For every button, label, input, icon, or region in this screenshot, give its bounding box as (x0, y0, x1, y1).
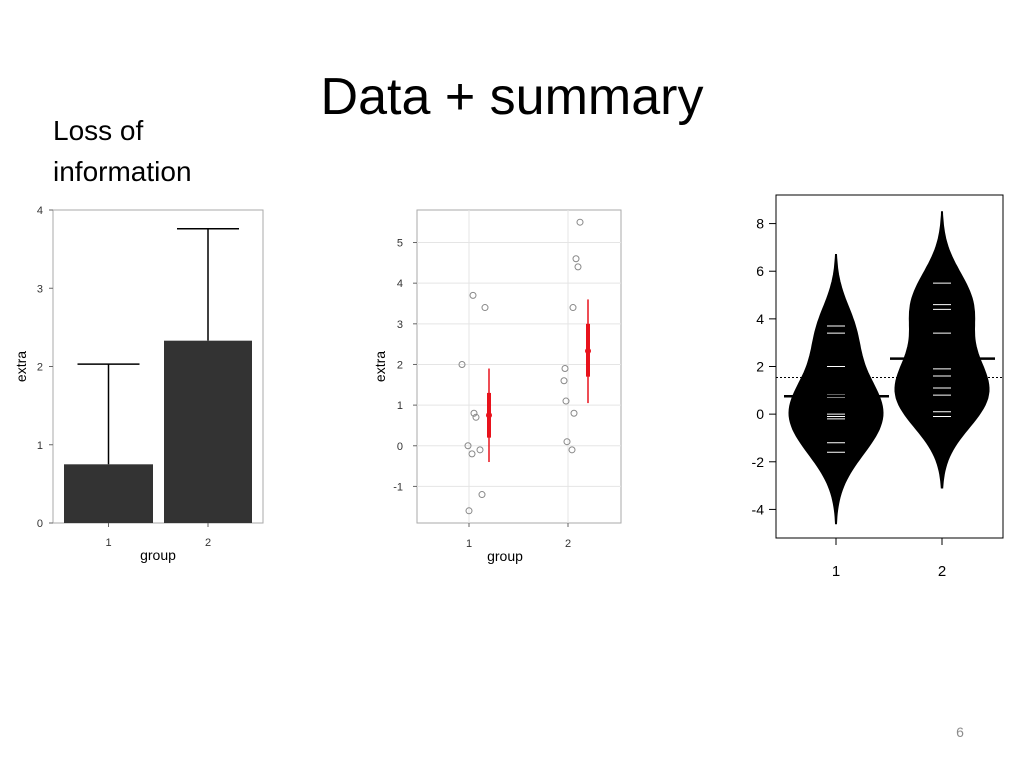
y-axis-title: extra (372, 351, 388, 382)
x-tick-label: 2 (565, 538, 571, 550)
y-tick-label: 4 (37, 205, 43, 217)
data-point (478, 491, 486, 499)
data-point (560, 377, 568, 385)
y-tick-label: 2 (756, 359, 764, 375)
data-point (562, 397, 570, 405)
data-point (568, 446, 576, 454)
data-point (576, 218, 584, 226)
data-point (563, 438, 571, 446)
bean-shape (894, 211, 990, 489)
data-point (574, 263, 582, 271)
bar-chart: 0 1 2 3 4 1 2 group extra (13, 205, 264, 563)
y-tick-label: 4 (397, 278, 403, 290)
data-point (468, 450, 476, 458)
y-tick-label: -2 (752, 454, 765, 470)
y-tick-label: 5 (397, 238, 403, 250)
x-tick-label: 2 (205, 537, 211, 549)
side-label-line-2: information (53, 156, 192, 187)
y-tick-label: 3 (397, 319, 403, 331)
data-point (476, 446, 484, 454)
y-tick-label: 0 (756, 406, 764, 422)
data-point (561, 365, 569, 373)
data-point (569, 304, 577, 312)
x-tick-label: 1 (466, 538, 472, 550)
y-tick-label: 8 (756, 216, 764, 232)
data-point (464, 442, 472, 450)
x-tick-label: 1 (105, 537, 111, 549)
data-point (570, 409, 578, 417)
y-tick-label: 2 (397, 359, 403, 371)
bar (164, 340, 252, 523)
y-tick-label: 1 (37, 440, 43, 452)
summary-mean-point (486, 412, 492, 419)
data-point (458, 360, 466, 368)
plot-panel (416, 209, 622, 524)
data-point (572, 255, 580, 263)
x-tick-label: 2 (938, 563, 946, 580)
y-tick-label: -1 (393, 481, 403, 493)
data-point (465, 507, 473, 515)
y-tick-label: -4 (752, 501, 765, 517)
y-tick-label: 1 (397, 400, 403, 412)
y-tick-label: 0 (397, 441, 403, 453)
x-axis-title: group (487, 548, 523, 564)
side-label-line-1: Loss of (53, 115, 144, 146)
y-tick-label: 4 (756, 311, 764, 327)
data-point (470, 409, 478, 417)
bean-shape (788, 254, 884, 525)
page-number: 6 (956, 724, 964, 740)
y-tick-label: 6 (756, 263, 764, 279)
data-point (472, 413, 480, 421)
summary-mean-point (585, 348, 591, 355)
bar (64, 464, 153, 523)
x-tick-label: 1 (832, 563, 840, 580)
bean-chart: -4 -2 0 2 4 6 8 1 2 (752, 194, 1004, 580)
loss-of-information-label: Loss of information (53, 110, 253, 192)
scatter-chart: -1 0 1 2 3 4 5 1 2 group extra (372, 209, 622, 564)
slide-title: Data + summary (320, 68, 704, 126)
y-tick-label: 0 (37, 518, 43, 530)
y-axis-title: extra (13, 351, 29, 382)
data-point (469, 291, 477, 299)
data-point (481, 304, 489, 312)
y-tick-label: 3 (37, 283, 43, 295)
y-tick-label: 2 (37, 362, 43, 374)
x-axis-title: group (140, 547, 176, 563)
